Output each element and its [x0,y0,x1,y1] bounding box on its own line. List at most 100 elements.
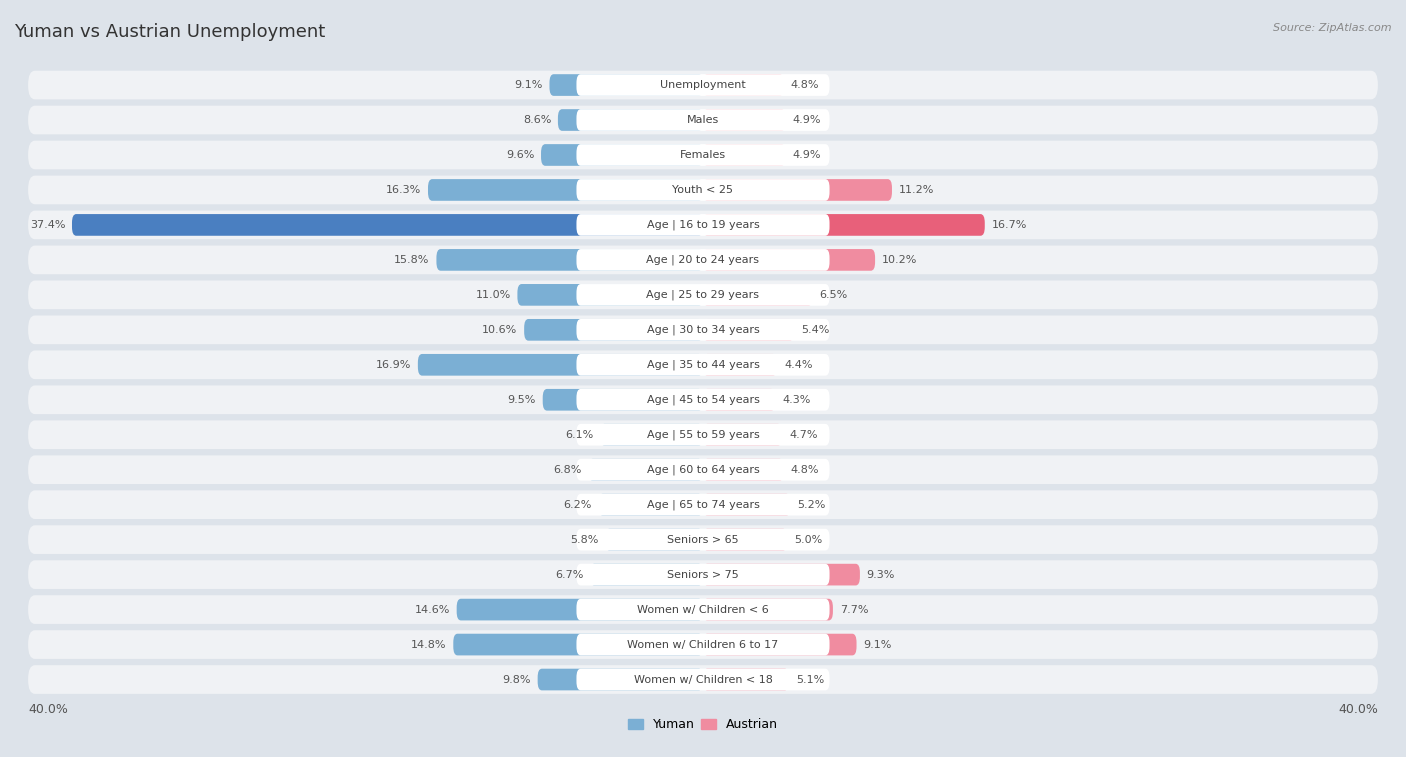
Text: 14.6%: 14.6% [415,605,450,615]
Text: 5.1%: 5.1% [796,674,824,684]
Text: Age | 35 to 44 years: Age | 35 to 44 years [647,360,759,370]
FancyBboxPatch shape [576,214,830,235]
FancyBboxPatch shape [576,494,830,516]
Text: 4.8%: 4.8% [790,465,820,475]
FancyBboxPatch shape [427,179,703,201]
Text: 10.2%: 10.2% [882,255,917,265]
FancyBboxPatch shape [605,529,703,550]
FancyBboxPatch shape [541,144,703,166]
FancyBboxPatch shape [703,144,786,166]
FancyBboxPatch shape [524,319,703,341]
FancyBboxPatch shape [28,141,1378,170]
Text: Women w/ Children < 18: Women w/ Children < 18 [634,674,772,684]
FancyBboxPatch shape [703,459,785,481]
Text: Age | 25 to 29 years: Age | 25 to 29 years [647,290,759,300]
FancyBboxPatch shape [703,284,813,306]
Text: Women w/ Children < 6: Women w/ Children < 6 [637,605,769,615]
Text: 6.5%: 6.5% [820,290,848,300]
FancyBboxPatch shape [576,634,830,656]
Text: 14.8%: 14.8% [411,640,447,650]
FancyBboxPatch shape [703,668,789,690]
FancyBboxPatch shape [28,316,1378,344]
FancyBboxPatch shape [703,249,875,271]
Text: 37.4%: 37.4% [30,220,65,230]
FancyBboxPatch shape [576,424,830,446]
FancyBboxPatch shape [591,564,703,585]
Text: 40.0%: 40.0% [28,703,67,716]
FancyBboxPatch shape [576,144,830,166]
FancyBboxPatch shape [576,599,830,621]
FancyBboxPatch shape [703,74,785,96]
Text: 5.4%: 5.4% [801,325,830,335]
Text: Females: Females [681,150,725,160]
Text: Yuman vs Austrian Unemployment: Yuman vs Austrian Unemployment [14,23,325,41]
Text: 9.5%: 9.5% [508,394,536,405]
Text: Age | 60 to 64 years: Age | 60 to 64 years [647,465,759,475]
FancyBboxPatch shape [576,668,830,690]
FancyBboxPatch shape [28,456,1378,484]
Text: 6.8%: 6.8% [553,465,582,475]
FancyBboxPatch shape [703,109,786,131]
Text: Age | 55 to 59 years: Age | 55 to 59 years [647,429,759,440]
Text: Males: Males [688,115,718,125]
FancyBboxPatch shape [703,319,794,341]
FancyBboxPatch shape [418,354,703,375]
FancyBboxPatch shape [703,214,984,235]
FancyBboxPatch shape [703,634,856,656]
FancyBboxPatch shape [517,284,703,306]
FancyBboxPatch shape [703,354,778,375]
Text: Age | 16 to 19 years: Age | 16 to 19 years [647,220,759,230]
Text: Age | 20 to 24 years: Age | 20 to 24 years [647,254,759,265]
FancyBboxPatch shape [28,350,1378,379]
FancyBboxPatch shape [436,249,703,271]
Legend: Yuman, Austrian: Yuman, Austrian [623,713,783,737]
FancyBboxPatch shape [576,459,830,481]
Text: 4.4%: 4.4% [785,360,813,370]
FancyBboxPatch shape [703,564,860,585]
FancyBboxPatch shape [588,459,703,481]
Text: 16.9%: 16.9% [375,360,411,370]
Text: 7.7%: 7.7% [839,605,868,615]
Text: Seniors > 65: Seniors > 65 [668,534,738,544]
Text: Age | 65 to 74 years: Age | 65 to 74 years [647,500,759,510]
Text: 6.7%: 6.7% [555,569,583,580]
FancyBboxPatch shape [28,210,1378,239]
Text: 5.2%: 5.2% [797,500,825,509]
FancyBboxPatch shape [543,389,703,410]
FancyBboxPatch shape [28,420,1378,449]
Text: 9.6%: 9.6% [506,150,534,160]
FancyBboxPatch shape [28,70,1378,99]
FancyBboxPatch shape [600,424,703,446]
FancyBboxPatch shape [28,106,1378,134]
FancyBboxPatch shape [703,599,832,621]
FancyBboxPatch shape [28,281,1378,309]
Text: 6.1%: 6.1% [565,430,593,440]
Text: Age | 30 to 34 years: Age | 30 to 34 years [647,325,759,335]
Text: 4.8%: 4.8% [790,80,820,90]
FancyBboxPatch shape [703,389,776,410]
FancyBboxPatch shape [703,179,891,201]
FancyBboxPatch shape [550,74,703,96]
FancyBboxPatch shape [576,179,830,201]
FancyBboxPatch shape [28,491,1378,519]
FancyBboxPatch shape [576,109,830,131]
FancyBboxPatch shape [28,595,1378,624]
FancyBboxPatch shape [576,529,830,550]
Text: 16.3%: 16.3% [387,185,422,195]
Text: Seniors > 75: Seniors > 75 [666,569,740,580]
Text: 5.0%: 5.0% [794,534,823,544]
Text: 6.2%: 6.2% [564,500,592,509]
Text: 16.7%: 16.7% [991,220,1026,230]
Text: Age | 45 to 54 years: Age | 45 to 54 years [647,394,759,405]
Text: 9.1%: 9.1% [863,640,891,650]
Text: Youth < 25: Youth < 25 [672,185,734,195]
Text: 15.8%: 15.8% [394,255,430,265]
FancyBboxPatch shape [558,109,703,131]
Text: 9.3%: 9.3% [866,569,896,580]
Text: 4.7%: 4.7% [789,430,817,440]
FancyBboxPatch shape [576,354,830,375]
FancyBboxPatch shape [576,319,830,341]
FancyBboxPatch shape [599,494,703,516]
Text: 11.0%: 11.0% [475,290,510,300]
FancyBboxPatch shape [28,176,1378,204]
